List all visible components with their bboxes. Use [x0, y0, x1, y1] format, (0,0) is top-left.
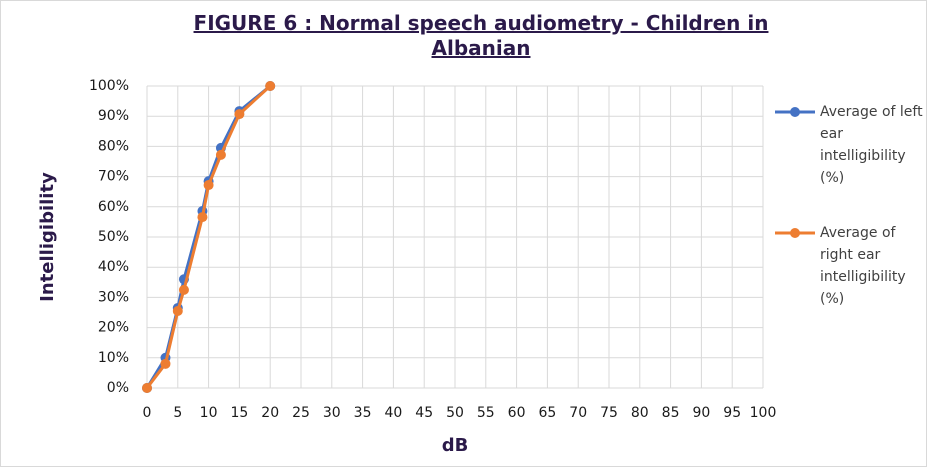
- legend-label: Average of left ear intelligibility (%): [820, 104, 923, 186]
- y-tick-label: 20%: [98, 320, 129, 336]
- y-tick-label: 30%: [98, 289, 129, 305]
- y-tick-label: 60%: [98, 199, 129, 215]
- x-tick-label: 10: [200, 405, 218, 421]
- chart-title: FIGURE 6 : Normal speech audiometry - Ch…: [193, 11, 769, 60]
- point: [178, 284, 189, 295]
- x-tick-label: 40: [384, 405, 402, 421]
- legend-marker: [790, 228, 800, 238]
- y-tick-label: 50%: [98, 229, 129, 245]
- point: [197, 212, 208, 223]
- x-tick-label: 60: [508, 405, 526, 421]
- legend-label: Average of right ear intelligibility (%): [820, 225, 906, 307]
- x-tick-label: 95: [723, 405, 741, 421]
- x-tick-label: 15: [230, 405, 248, 421]
- y-tick-label: 80%: [98, 138, 129, 154]
- x-tick-label: 5: [173, 405, 182, 421]
- x-tick-label: 20: [261, 405, 279, 421]
- y-axis-label: Intelligibility: [37, 172, 58, 302]
- y-tick-label: 40%: [98, 259, 129, 275]
- x-tick-label: 50: [446, 405, 464, 421]
- point: [234, 109, 245, 120]
- x-axis-label: dB: [442, 435, 469, 456]
- x-tick-label: 100: [750, 405, 777, 421]
- x-tick-label: 0: [143, 405, 152, 421]
- point: [215, 149, 226, 160]
- y-tick-label: 70%: [98, 169, 129, 185]
- point: [203, 180, 214, 191]
- x-tick-label: 45: [415, 405, 433, 421]
- x-tick-label: 75: [600, 405, 618, 421]
- point: [142, 383, 152, 393]
- x-tick-label: 25: [292, 405, 310, 421]
- point: [265, 81, 276, 91]
- point: [172, 305, 183, 316]
- y-tick-label: 0%: [107, 380, 129, 396]
- x-tick-label: 65: [538, 405, 556, 421]
- y-tick-label: 90%: [98, 108, 129, 124]
- x-tick-label: 90: [692, 405, 710, 421]
- y-tick-label: 100%: [89, 78, 129, 94]
- x-tick-label: 30: [323, 405, 341, 421]
- legend-marker: [790, 107, 800, 117]
- point: [160, 358, 171, 369]
- y-tick-label: 10%: [98, 350, 129, 366]
- x-tick-label: 85: [662, 405, 680, 421]
- x-tick-label: 80: [631, 405, 649, 421]
- x-tick-label: 70: [569, 405, 587, 421]
- x-tick-label: 55: [477, 405, 495, 421]
- x-tick-label: 35: [354, 405, 372, 421]
